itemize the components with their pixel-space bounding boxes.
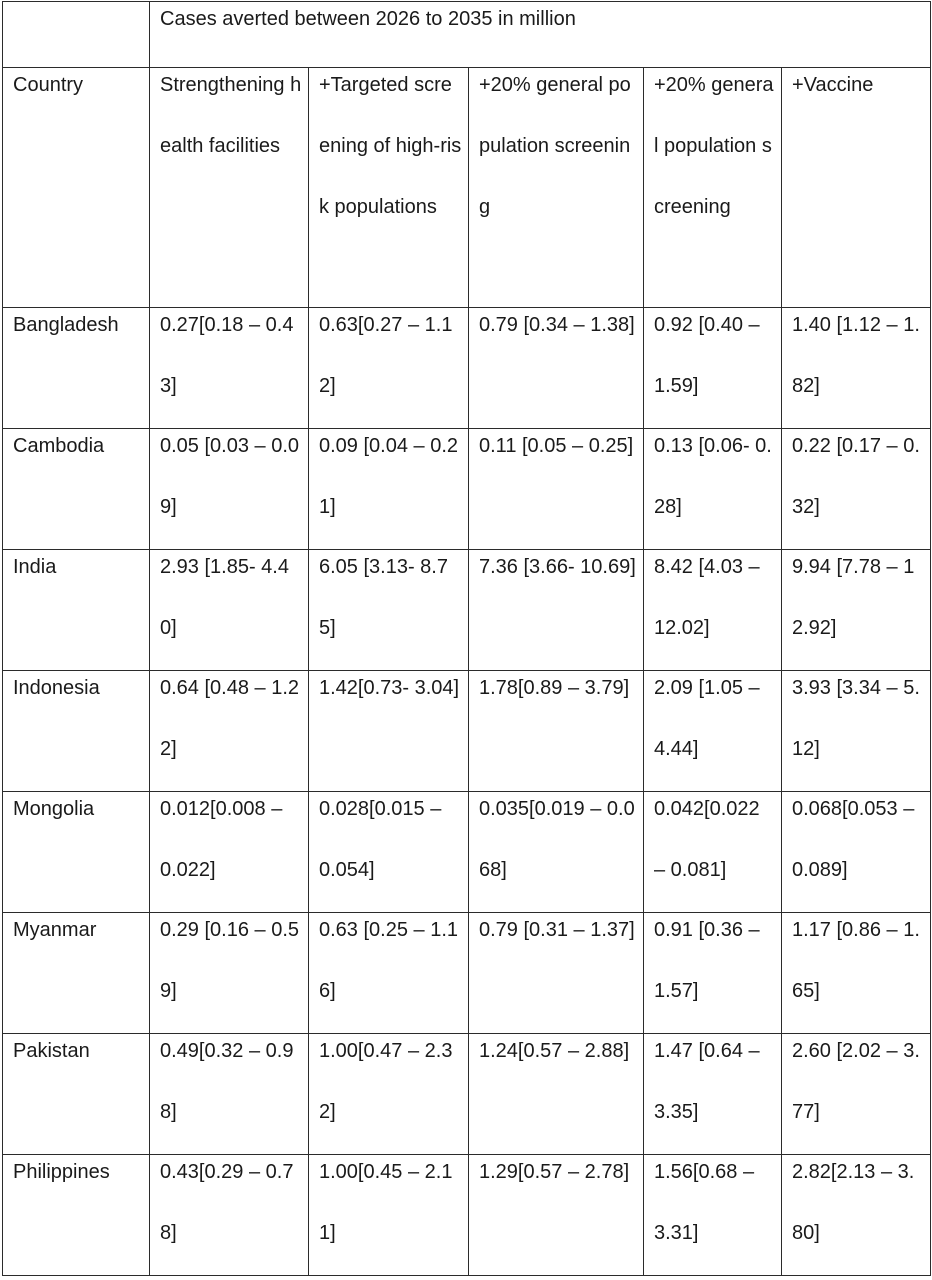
value-cell: 2.82[2.13 – 3.80] (780, 1154, 932, 1276)
header-country: Country (2, 67, 150, 308)
value-cell: 1.56[0.68 – 3.31] (643, 1154, 782, 1276)
value-cell: 3.93 [3.34 – 5.12] (780, 670, 932, 792)
value-cell: 0.79 [0.31 – 1.37] (468, 912, 644, 1034)
value-cell: 0.012[0.008 – 0.022] (149, 791, 309, 913)
country-cell: Pakistan (2, 1033, 150, 1155)
value-cell: 9.94 [7.78 – 12.92] (780, 549, 932, 671)
value-cell: 0.042[0.022 – 0.081] (643, 791, 782, 913)
value-cell: 7.36 [3.66- 10.69] (468, 549, 644, 671)
header-general-screening-b: +20% general population screening (643, 67, 782, 308)
country-cell: Indonesia (2, 670, 150, 792)
value-cell: 0.63[0.27 – 1.12] (308, 307, 469, 429)
country-cell: Bangladesh (2, 307, 150, 429)
header-row: Country Strengthening health facilities … (2, 67, 932, 308)
value-cell: 1.78[0.89 – 3.79] (468, 670, 644, 792)
table-row: Indonesia 0.64 [0.48 – 1.22] 1.42[0.73- 3.… (2, 670, 932, 792)
value-cell: 0.27[0.18 – 0.43] (149, 307, 309, 429)
value-cell: 2.09 [1.05 – 4.44] (643, 670, 782, 792)
value-cell: 0.028[0.015 – 0.054] (308, 791, 469, 913)
header-targeted-screening: +Targeted screening of high-risk populat… (308, 67, 469, 308)
value-cell: 2.60 [2.02 – 3.77] (780, 1033, 932, 1155)
value-cell: 0.43[0.29 – 0.78] (149, 1154, 309, 1276)
value-cell: 8.42 [4.03 – 12.02] (643, 549, 782, 671)
value-cell: 1.40 [1.12 – 1.82] (780, 307, 932, 429)
header-general-screening-a: +20% general population screening (468, 67, 644, 308)
value-cell: 0.63 [0.25 – 1.16] (308, 912, 469, 1034)
country-cell: India (2, 549, 150, 671)
value-cell: 6.05 [3.13- 8.75] (308, 549, 469, 671)
table-row: Bangladesh 0.27[0.18 – 0.43] 0.63[0.27 – 1… (2, 307, 932, 429)
header-strengthening: Strengthening health facilities (149, 67, 309, 308)
value-cell: 1.00[0.45 – 2.11] (308, 1154, 469, 1276)
value-cell: 0.49[0.32 – 0.98] (149, 1033, 309, 1155)
value-cell: 0.05 [0.03 – 0.09] (149, 428, 309, 550)
corner-cell (2, 1, 150, 68)
value-cell: 0.29 [0.16 – 0.59] (149, 912, 309, 1034)
table-row: Cambodia 0.05 [0.03 – 0.09] 0.09 [0.04 – 0… (2, 428, 932, 550)
value-cell: 0.11 [0.05 – 0.25] (468, 428, 644, 550)
value-cell: 0.09 [0.04 – 0.21] (308, 428, 469, 550)
value-cell: 0.22 [0.17 – 0.32] (780, 428, 932, 550)
value-cell: 0.91 [0.36 – 1.57] (643, 912, 782, 1034)
value-cell: 1.47 [0.64 – 3.35] (643, 1033, 782, 1155)
value-cell: 0.79 [0.34 – 1.38] (468, 307, 644, 429)
value-cell: 0.64 [0.48 – 1.22] (149, 670, 309, 792)
value-cell: 0.068[0.053 – 0.089] (780, 791, 932, 913)
country-cell: Cambodia (2, 428, 150, 550)
value-cell: 0.035[0.019 – 0.068] (468, 791, 644, 913)
value-cell: 1.29[0.57 – 2.78] (468, 1154, 644, 1276)
table-row: Philippines 0.43[0.29 – 0.78] 1.00[0.45 – … (2, 1154, 932, 1276)
table-row: Pakistan 0.49[0.32 – 0.98] 1.00[0.47 – 2.3… (2, 1033, 932, 1155)
table-row: India 2.93 [1.85- 4.40] 6.05 [3.13- 8.75] 7… (2, 549, 932, 671)
table-body: Bangladesh 0.27[0.18 – 0.43] 0.63[0.27 – 1… (2, 307, 932, 1276)
country-cell: Myanmar (2, 912, 150, 1034)
value-cell: 1.42[0.73- 3.04] (308, 670, 469, 792)
header-vaccine: +Vaccine (780, 67, 932, 308)
table-row: Myanmar 0.29 [0.16 – 0.59] 0.63 [0.25 – 1.… (2, 912, 932, 1034)
value-cell: 0.13 [0.06- 0.28] (643, 428, 782, 550)
value-cell: 0.92 [0.40 – 1.59] (643, 307, 782, 429)
country-cell: Philippines (2, 1154, 150, 1276)
table-row: Mongolia 0.012[0.008 – 0.022] 0.028[0.015 … (2, 791, 932, 913)
country-cell: Mongolia (2, 791, 150, 913)
value-cell: 1.24[0.57 – 2.88] (468, 1033, 644, 1155)
value-cell: 1.00[0.47 – 2.32] (308, 1033, 469, 1155)
value-cell: 1.17 [0.86 – 1.65] (780, 912, 932, 1034)
value-cell: 2.93 [1.85- 4.40] (149, 549, 309, 671)
